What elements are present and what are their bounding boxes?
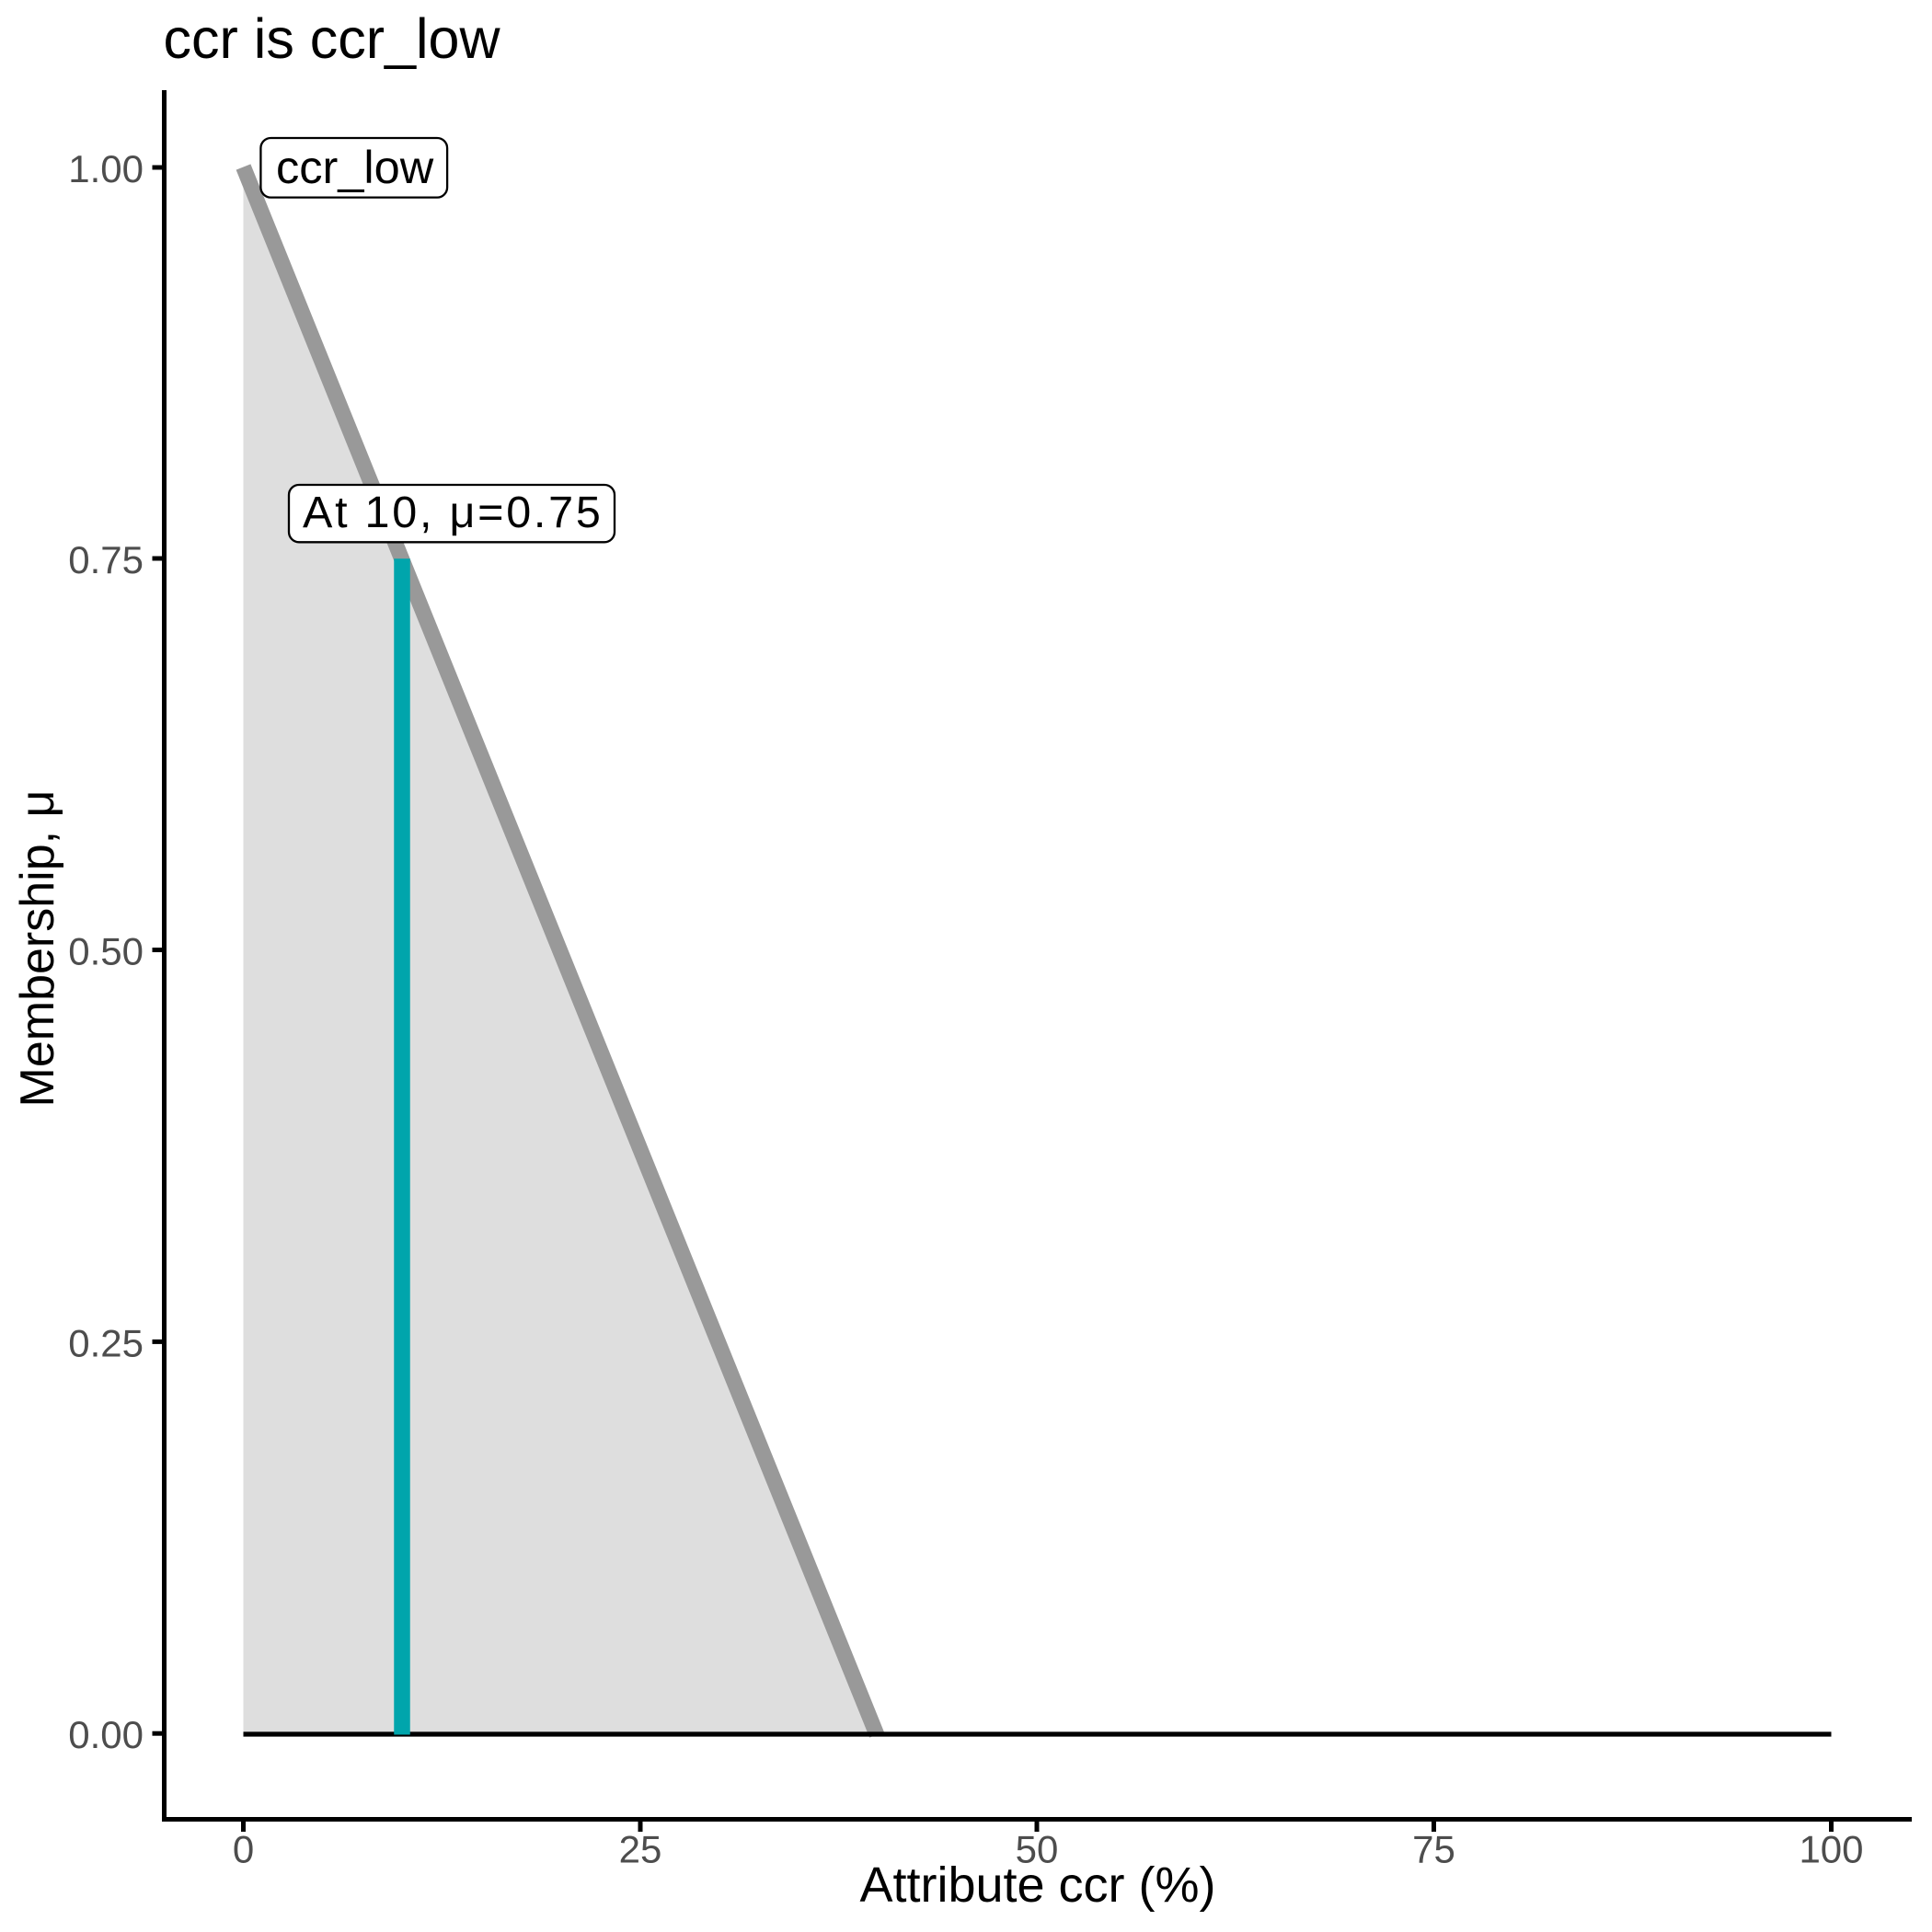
svg-text:0: 0 [233, 1828, 254, 1871]
svg-text:ccr is ccr_low: ccr is ccr_low [164, 7, 501, 70]
svg-text:75: 75 [1412, 1828, 1455, 1871]
svg-text:0.75: 0.75 [68, 538, 144, 581]
svg-text:0.00: 0.00 [68, 1713, 144, 1756]
svg-text:0.50: 0.50 [68, 930, 144, 973]
svg-text:0.25: 0.25 [68, 1321, 144, 1364]
svg-text:50: 50 [1016, 1828, 1059, 1871]
svg-text:25: 25 [619, 1828, 662, 1871]
svg-text:Attribute ccr (%): Attribute ccr (%) [859, 1857, 1215, 1913]
svg-text:100: 100 [1799, 1828, 1863, 1871]
svg-text:ccr_low: ccr_low [276, 141, 434, 193]
svg-text:1.00: 1.00 [68, 147, 144, 190]
svg-text:Membership, μ: Membership, μ [11, 790, 64, 1108]
svg-text:At 10, μ=0.75: At 10, μ=0.75 [303, 488, 604, 537]
